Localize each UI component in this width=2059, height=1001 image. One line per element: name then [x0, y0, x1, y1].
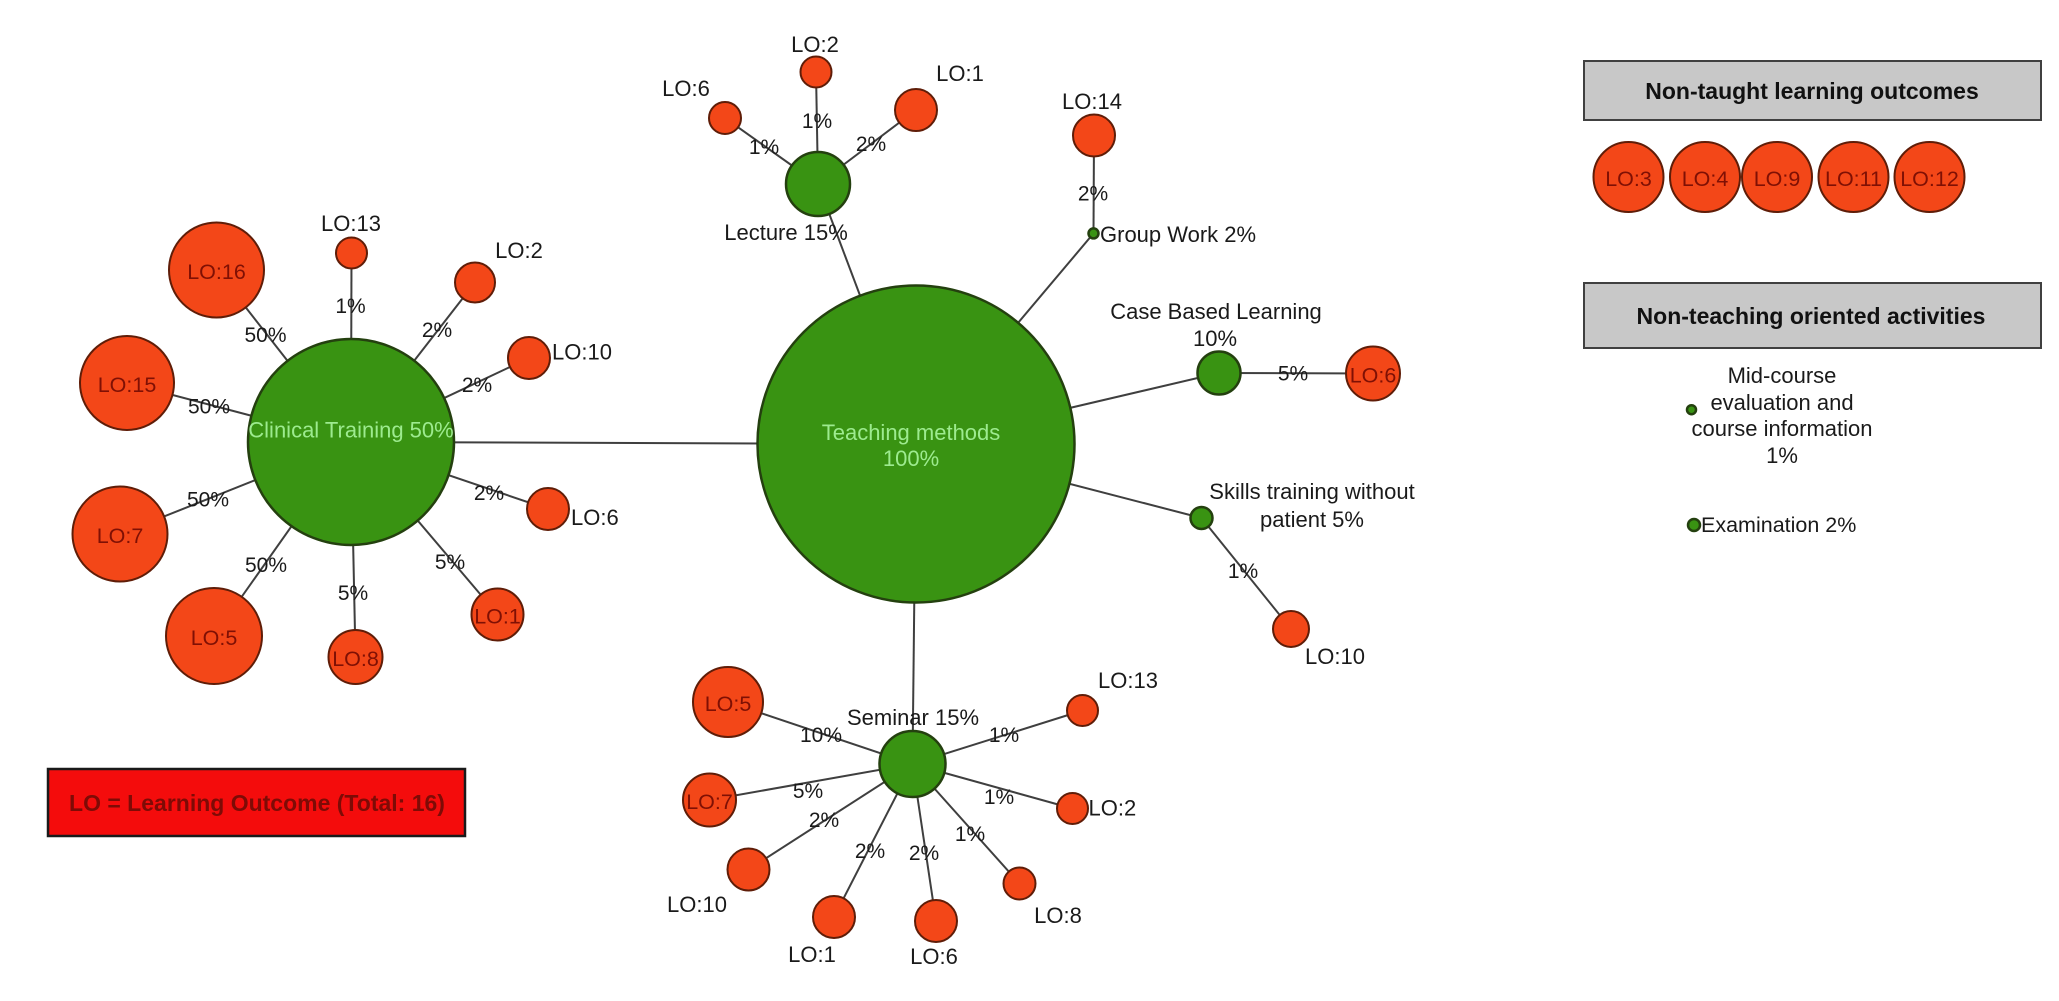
svg-text:50%: 50%: [187, 489, 229, 512]
svg-text:Lecture 15%: Lecture 15%: [724, 220, 848, 245]
svg-text:LO:10: LO:10: [667, 892, 727, 917]
svg-text:Clinical Training 50%: Clinical Training 50%: [248, 418, 453, 443]
svg-text:10%: 10%: [800, 724, 842, 747]
svg-text:1%: 1%: [955, 823, 985, 846]
svg-text:LO = Learning Outcome (Total:: LO = Learning Outcome (Total: 16): [69, 790, 445, 816]
svg-text:LO:13: LO:13: [321, 211, 381, 236]
svg-text:2%: 2%: [462, 374, 492, 397]
svg-text:1%: 1%: [749, 136, 779, 159]
svg-text:1%: 1%: [984, 786, 1014, 809]
svg-text:evaluation and: evaluation and: [1710, 390, 1853, 415]
svg-text:LO:14: LO:14: [1062, 89, 1122, 114]
svg-text:1%: 1%: [989, 724, 1019, 747]
svg-text:LO:16: LO:16: [187, 260, 246, 284]
svg-text:LO:5: LO:5: [191, 626, 238, 650]
svg-text:LO:1: LO:1: [788, 942, 836, 967]
svg-text:2%: 2%: [909, 842, 939, 865]
svg-text:Group Work 2%: Group Work 2%: [1100, 222, 1256, 247]
svg-text:50%: 50%: [245, 554, 287, 577]
svg-text:LO:1: LO:1: [474, 605, 521, 629]
svg-text:LO:11: LO:11: [1825, 167, 1882, 191]
svg-text:Skills training without: Skills training without: [1209, 479, 1414, 504]
svg-text:LO:6: LO:6: [910, 944, 958, 969]
svg-text:LO:7: LO:7: [686, 790, 733, 814]
svg-text:LO:5: LO:5: [705, 692, 752, 716]
svg-text:LO:8: LO:8: [332, 647, 379, 671]
svg-text:LO:9: LO:9: [1754, 167, 1801, 191]
svg-text:2%: 2%: [856, 133, 886, 156]
svg-text:2%: 2%: [1078, 183, 1108, 206]
svg-text:Seminar 15%: Seminar 15%: [847, 705, 979, 730]
svg-text:LO:4: LO:4: [1682, 167, 1729, 191]
svg-text:LO:13: LO:13: [1098, 668, 1158, 693]
svg-text:LO:10: LO:10: [552, 340, 612, 365]
svg-text:course information: course information: [1692, 416, 1873, 441]
svg-text:Case Based Learning: Case Based Learning: [1110, 299, 1322, 324]
svg-text:LO:2: LO:2: [495, 238, 543, 263]
svg-text:LO:6: LO:6: [571, 505, 619, 530]
svg-text:2%: 2%: [855, 840, 885, 863]
svg-text:1%: 1%: [802, 110, 832, 133]
svg-text:Examination 2%: Examination 2%: [1701, 513, 1856, 537]
svg-text:Non-taught learning outcomes: Non-taught learning outcomes: [1645, 78, 1979, 104]
svg-text:LO:2: LO:2: [791, 32, 839, 57]
svg-text:2%: 2%: [474, 482, 504, 505]
svg-text:LO:1: LO:1: [936, 61, 984, 86]
svg-text:2%: 2%: [422, 319, 452, 342]
svg-text:LO:6: LO:6: [1350, 364, 1397, 388]
svg-text:1%: 1%: [1228, 560, 1258, 583]
svg-text:5%: 5%: [1278, 363, 1308, 386]
svg-text:50%: 50%: [244, 324, 286, 347]
svg-text:LO:7: LO:7: [97, 524, 144, 548]
svg-text:LO:6: LO:6: [662, 76, 710, 101]
svg-text:5%: 5%: [435, 551, 465, 574]
svg-text:LO:3: LO:3: [1605, 167, 1652, 191]
svg-text:LO:2: LO:2: [1089, 796, 1137, 821]
svg-text:Non-teaching oriented activiti: Non-teaching oriented activities: [1637, 303, 1986, 329]
svg-text:5%: 5%: [793, 780, 823, 803]
svg-text:LO:10: LO:10: [1305, 644, 1365, 669]
svg-text:1%: 1%: [1766, 443, 1798, 468]
svg-text:100%: 100%: [883, 446, 939, 471]
svg-text:Mid-course: Mid-course: [1728, 363, 1837, 388]
svg-text:patient 5%: patient 5%: [1260, 507, 1364, 532]
svg-text:LO:12: LO:12: [1900, 167, 1959, 191]
svg-text:Teaching methods: Teaching methods: [822, 420, 1001, 445]
svg-text:5%: 5%: [338, 582, 368, 605]
svg-text:LO:8: LO:8: [1034, 903, 1082, 928]
svg-text:2%: 2%: [809, 809, 839, 832]
svg-text:1%: 1%: [335, 295, 365, 318]
svg-text:LO:15: LO:15: [98, 373, 157, 397]
svg-text:10%: 10%: [1193, 326, 1237, 351]
svg-text:50%: 50%: [188, 396, 230, 419]
